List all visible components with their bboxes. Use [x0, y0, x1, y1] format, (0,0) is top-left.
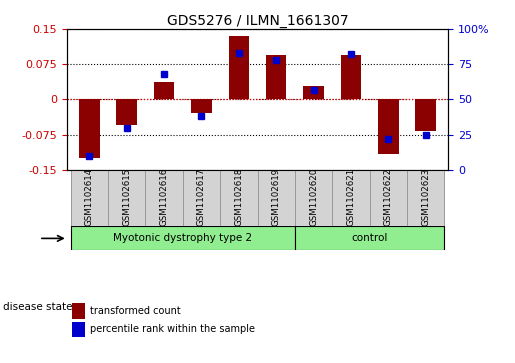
Bar: [229, 36, 249, 99]
Bar: [71, 226, 295, 250]
Title: GDS5276 / ILMN_1661307: GDS5276 / ILMN_1661307: [167, 14, 348, 28]
Bar: [266, 55, 286, 99]
Text: control: control: [351, 233, 388, 244]
Bar: [183, 170, 220, 226]
Bar: [295, 226, 444, 250]
Bar: [303, 86, 324, 99]
Text: GSM1102614: GSM1102614: [85, 168, 94, 226]
Bar: [71, 170, 108, 226]
Text: GSM1102620: GSM1102620: [309, 168, 318, 226]
Text: GSM1102623: GSM1102623: [421, 168, 430, 226]
Text: GSM1102615: GSM1102615: [122, 168, 131, 226]
Text: GSM1102616: GSM1102616: [160, 168, 168, 226]
Bar: [191, 99, 212, 113]
Bar: [258, 170, 295, 226]
Text: percentile rank within the sample: percentile rank within the sample: [90, 324, 255, 334]
Bar: [108, 170, 145, 226]
Bar: [378, 99, 399, 154]
Bar: [116, 99, 137, 125]
Bar: [295, 170, 332, 226]
Bar: [332, 170, 370, 226]
Text: GSM1102621: GSM1102621: [347, 168, 355, 226]
Text: GSM1102618: GSM1102618: [234, 168, 243, 226]
Bar: [154, 82, 175, 99]
Text: GSM1102617: GSM1102617: [197, 168, 206, 226]
Bar: [370, 170, 407, 226]
Bar: [145, 170, 183, 226]
Bar: [407, 170, 444, 226]
Text: Myotonic dystrophy type 2: Myotonic dystrophy type 2: [113, 233, 252, 244]
Bar: [340, 55, 361, 99]
Text: transformed count: transformed count: [90, 306, 181, 316]
Text: GSM1102619: GSM1102619: [272, 168, 281, 226]
Bar: [79, 99, 99, 158]
Text: disease state: disease state: [3, 302, 72, 312]
Bar: [220, 170, 258, 226]
Bar: [416, 99, 436, 131]
Text: GSM1102622: GSM1102622: [384, 168, 393, 226]
